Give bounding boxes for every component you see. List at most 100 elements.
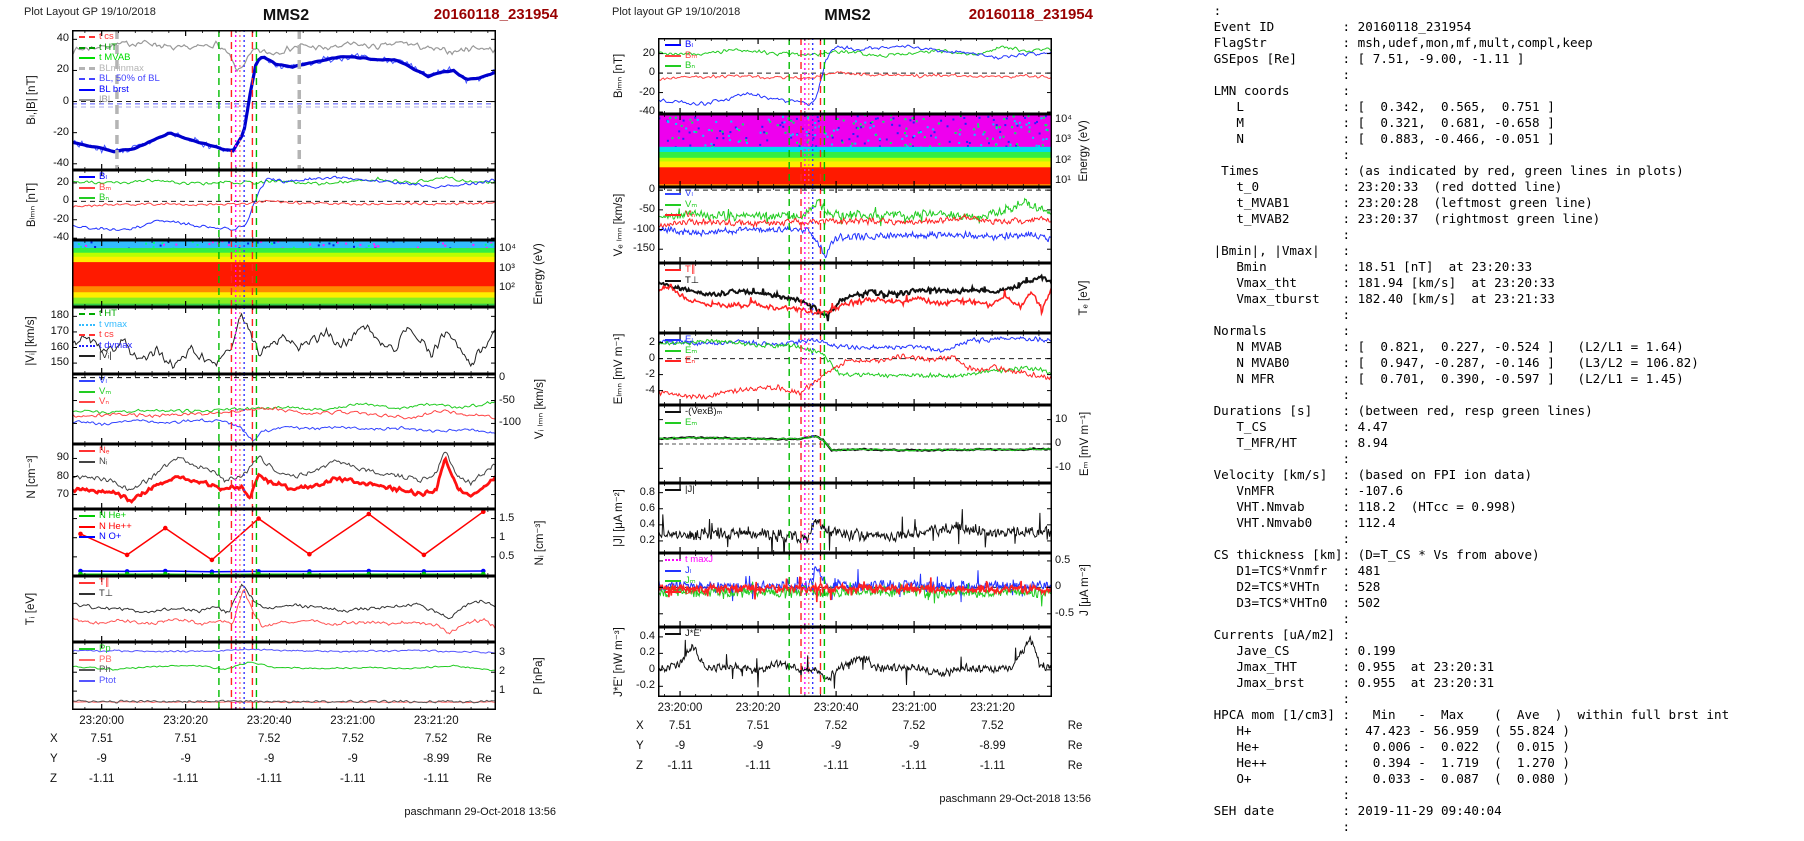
y-tick-label: 2 bbox=[648, 335, 655, 348]
panel-canvas bbox=[658, 263, 1052, 333]
legend-label: T∥ bbox=[99, 577, 110, 589]
legend-line-sample bbox=[665, 569, 681, 572]
left-panels-plotarea-1: Bₗ Bₘ Bₙ bbox=[72, 170, 496, 240]
left-panels-ylabel-gutter-2 bbox=[10, 240, 72, 307]
ephemeris-row-label: Z bbox=[636, 760, 644, 772]
legend-label: Vₙ bbox=[99, 396, 110, 408]
mid-panels-rlabel-gutter-0 bbox=[1052, 38, 1097, 114]
legend-label: Vₘ bbox=[99, 385, 112, 397]
legend-label: T⊥ bbox=[685, 274, 700, 286]
legend-line-sample bbox=[79, 679, 95, 682]
legend-entry: t cs bbox=[79, 330, 132, 341]
y-tick-label: 0 bbox=[648, 351, 655, 364]
legend-label: N He+ bbox=[99, 510, 127, 522]
y-axis-label: J*E' [nW m⁻³] bbox=[613, 627, 626, 697]
legend-entry: Nₑ bbox=[79, 446, 109, 457]
panel-canvas bbox=[72, 576, 496, 642]
y-tick-label: -40 bbox=[53, 156, 69, 169]
legend-label: t MVAB bbox=[99, 52, 131, 64]
legend-entry: |Vᵢ| bbox=[79, 351, 132, 362]
mid-panels-rlabel-gutter-4 bbox=[1052, 333, 1097, 405]
legend-entry: Bₘ bbox=[665, 50, 697, 62]
ephemeris-row-label: Y bbox=[636, 740, 644, 752]
legend-entry: Jₗ bbox=[665, 565, 713, 577]
y-tick-label: 0.2 bbox=[639, 646, 655, 659]
y-tick-label: 0.6 bbox=[639, 501, 655, 514]
mid-panels-ylabel-gutter-5 bbox=[598, 405, 658, 483]
y-tick-label: -20 bbox=[53, 212, 69, 225]
panel-canvas bbox=[72, 307, 496, 374]
mid-panels-rlabel-gutter-1: 10⁴ 10³ 10² 10¹ Energy (eV) bbox=[1052, 113, 1097, 187]
mid-panels-panel-4: Eₗₘₙ [mV m⁻¹] 2 0 -2 -4 Eₗ Eₘ Eₙ bbox=[598, 333, 1097, 405]
y-tick-label: 170 bbox=[50, 324, 69, 337]
legend-entry: Vₙ bbox=[665, 210, 697, 221]
y-tick-label: 20 bbox=[642, 46, 655, 59]
mid-footer: paschmann 29-Oct-2018 13:56 bbox=[939, 793, 1091, 805]
right-tick-label: 0.5 bbox=[1055, 553, 1071, 566]
mid-panels-ylabel-gutter-6: |J| [μA m⁻²] 0.8 0.6 0.4 0.2 bbox=[598, 483, 658, 553]
legend-entry: t vmax bbox=[79, 319, 132, 331]
left-layout-note: Plot Layout GP 19/10/2018 bbox=[24, 6, 156, 18]
mid-event-id: 20160118_231954 bbox=[968, 6, 1093, 23]
ephemeris-value: -9 bbox=[674, 740, 686, 752]
left-panels-ylabel-gutter-0: Bₗ,|B| [nT] 40 20 0 -20 -40 bbox=[10, 30, 72, 170]
time-tick-label: 23:20:20 bbox=[735, 702, 781, 714]
left-panels-ylabel-gutter-1: Bₗₘₙ [nT] 20 0 -20 -40 bbox=[10, 170, 72, 243]
time-tick-label: 23:20:20 bbox=[163, 715, 209, 727]
legend-entry: Bₘ bbox=[79, 182, 111, 194]
right-tick-label: -50 bbox=[499, 393, 515, 406]
panel-legend: Vₗ Vₘ Vₙ bbox=[79, 376, 111, 408]
ephemeris-value: 7.51 bbox=[90, 733, 113, 745]
y-axis-label: |Vᵢ| [km/s] bbox=[25, 315, 38, 366]
ephemeris-value: 7.52 bbox=[981, 720, 1004, 732]
ephemeris-row-label: X bbox=[636, 720, 644, 732]
panel-legend: Bₗ Bₘ Bₙ bbox=[665, 40, 697, 72]
panel-canvas bbox=[658, 333, 1052, 405]
ephemeris-value: -1.11 bbox=[667, 760, 693, 772]
legend-entry: t dvmax bbox=[79, 339, 133, 352]
legend-entry: t cs bbox=[79, 32, 160, 43]
time-tick-label: 23:21:00 bbox=[330, 715, 376, 727]
panel-legend: Bₗ Bₘ Bₙ bbox=[79, 172, 111, 204]
legend-line-sample bbox=[665, 489, 681, 492]
right-axis-label: Nᵢ [cm⁻³] bbox=[534, 520, 547, 565]
legend-label: J*E' bbox=[685, 628, 702, 640]
legend-line-sample bbox=[79, 450, 95, 453]
legend-label: Eₗ bbox=[685, 334, 693, 346]
right-tick-label: 10⁴ bbox=[499, 242, 516, 255]
panel-canvas bbox=[72, 374, 496, 444]
legend-label: Bₗ bbox=[99, 171, 107, 183]
legend-entry: t HT bbox=[79, 41, 160, 54]
ephemeris-unit: Re bbox=[476, 753, 492, 765]
ephemeris-value: -8.99 bbox=[979, 740, 1006, 752]
legend-label: Eₘ bbox=[685, 344, 698, 356]
time-tick-label: 23:20:00 bbox=[657, 702, 703, 714]
legend-line-sample bbox=[79, 313, 95, 316]
ephemeris-unit: Re bbox=[476, 773, 492, 785]
legend-entry: N O+ bbox=[79, 532, 132, 543]
left-panels-panel-6: N He+ N He++ N O+ 1.5 1 0.5 Nᵢ [cm⁻³] bbox=[10, 509, 562, 576]
mid-panels-panel-6: |J| [μA m⁻²] 0.8 0.6 0.4 0.2 |J| bbox=[598, 483, 1097, 553]
legend-label: t dvmax bbox=[99, 339, 133, 351]
legend-entry: T∥ bbox=[79, 578, 113, 589]
ephemeris-value: -9 bbox=[830, 740, 842, 752]
legend-entry: Eₗ bbox=[665, 335, 697, 346]
legend-entry: t MVAB bbox=[79, 53, 160, 64]
mid-panels-plotarea-0: Bₗ Bₘ Bₙ bbox=[658, 38, 1052, 114]
mid-panels-rlabel-gutter-7: 0.5 0 -0.5 J [μA m⁻²] bbox=[1052, 553, 1097, 627]
right-tick-label: 0.5 bbox=[499, 549, 515, 562]
panel-canvas bbox=[72, 240, 496, 307]
legend-line-sample bbox=[79, 355, 95, 358]
ephemeris-row-Z: Z -1.11 -1.11 -1.11 -1.11 -1.11 Re bbox=[636, 757, 1082, 777]
legend-line-sample bbox=[665, 633, 681, 636]
y-tick-label: 90 bbox=[56, 451, 69, 464]
ephemeris-unit: Re bbox=[476, 733, 492, 745]
legend-label: t HT bbox=[99, 41, 117, 53]
legend-label: Vₘ bbox=[685, 198, 698, 210]
y-tick-label: 0 bbox=[62, 94, 69, 107]
legend-entry: Ptot bbox=[79, 675, 116, 687]
panel-canvas bbox=[72, 30, 496, 170]
ephemeris-row-label: X bbox=[50, 733, 58, 745]
legend-label: BL brst bbox=[99, 83, 129, 95]
